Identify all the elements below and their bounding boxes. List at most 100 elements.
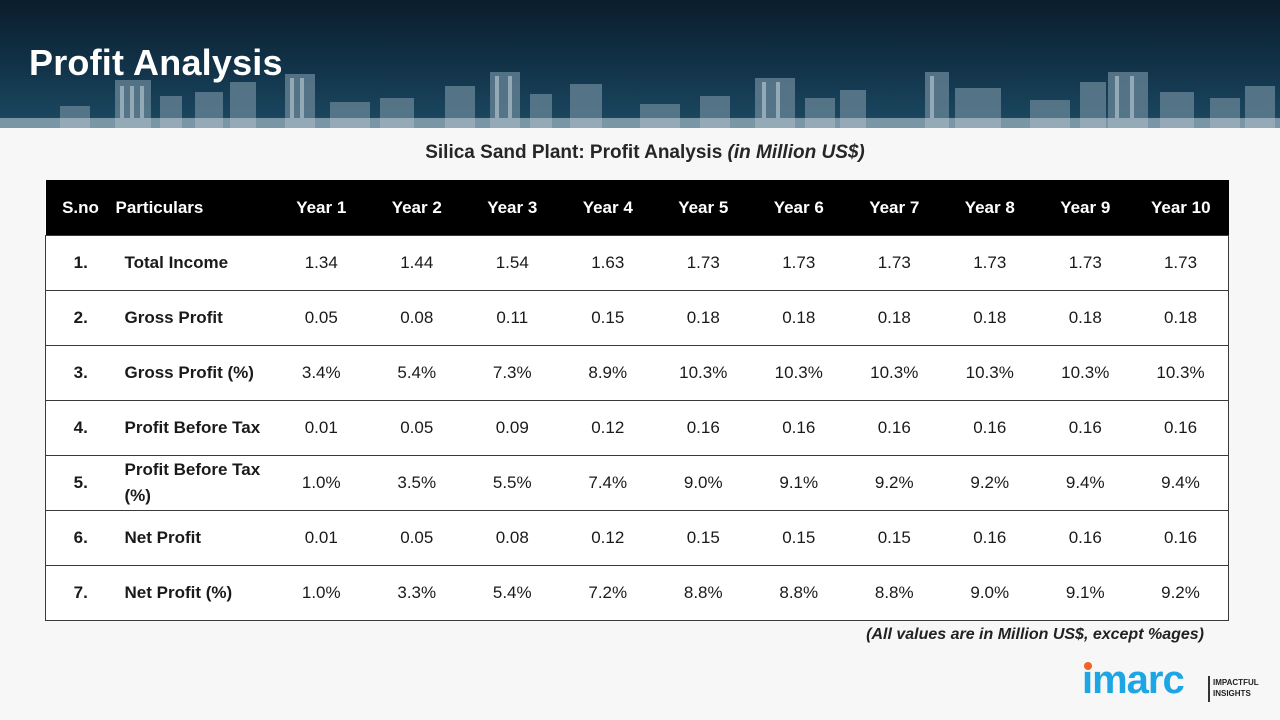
row-particular: Net Profit (%): [115, 565, 274, 621]
year-value-cell: 1.73: [846, 235, 942, 291]
year-value-cell: 7.4%: [560, 455, 656, 511]
year-value-cell: 9.2%: [846, 455, 942, 511]
year-value-cell: 3.3%: [369, 565, 465, 621]
row-number: 2.: [45, 290, 116, 346]
table-title-unit: (in Million US$): [727, 142, 865, 163]
year-value-cell: 0.18: [751, 290, 847, 346]
year-value-cell: 8.8%: [655, 565, 751, 621]
row-number: 5.: [45, 455, 116, 511]
table-row: 4. Profit Before Tax 0.01 0.05 0.09 0.12 0.16 0…: [45, 400, 1229, 456]
year-value-cell: 9.4%: [1133, 455, 1229, 511]
header-banner: Profit Analysis: [0, 0, 1280, 128]
year-value-cell: 1.73: [751, 235, 847, 291]
imarc-logo: imarc IMPACTFUL INSIGHTS: [1082, 658, 1264, 712]
logo-tagline: IMPACTFUL INSIGHTS: [1213, 677, 1273, 699]
logo-wordmark: imarc: [1082, 658, 1185, 702]
year-value-cell: 0.08: [369, 290, 465, 346]
row-number: 6.: [45, 510, 116, 566]
year-value-cell: 10.3%: [1133, 345, 1229, 401]
column-header: S.no: [45, 180, 116, 236]
year-value-cell: 0.18: [942, 290, 1038, 346]
year-value-cell: 10.3%: [846, 345, 942, 401]
year-value-cell: 0.01: [273, 400, 369, 456]
year-value-cell: 0.05: [369, 510, 465, 566]
year-value-cell: 0.08: [464, 510, 560, 566]
year-value-cell: 0.11: [464, 290, 560, 346]
year-value-cell: 0.15: [560, 290, 656, 346]
row-number: 7.: [45, 565, 116, 621]
year-value-cell: 0.16: [942, 510, 1038, 566]
row-particular: Gross Profit (%): [115, 345, 274, 401]
year-value-cell: 0.15: [751, 510, 847, 566]
row-particular: Profit Before Tax: [115, 400, 274, 456]
year-value-cell: 0.16: [1133, 400, 1229, 456]
logo-tagline-line-2: INSIGHTS: [1213, 689, 1251, 698]
year-value-cell: 0.05: [369, 400, 465, 456]
year-value-cell: 9.1%: [1037, 565, 1133, 621]
table-row: 1. Total Income 1.34 1.44 1.54 1.63 1.73 1.73 1.…: [45, 235, 1229, 291]
row-number: 1.: [45, 235, 116, 291]
year-value-cell: 7.2%: [560, 565, 656, 621]
column-header: Year 10: [1133, 180, 1229, 236]
page-title: Profit Analysis: [29, 42, 283, 83]
year-value-cell: 3.4%: [273, 345, 369, 401]
logo-tagline-line-1: IMPACTFUL: [1213, 678, 1259, 687]
year-value-cell: 0.09: [464, 400, 560, 456]
year-value-cell: 10.3%: [942, 345, 1038, 401]
year-value-cell: 1.0%: [273, 455, 369, 511]
year-value-cell: 5.5%: [464, 455, 560, 511]
column-header: Year 5: [655, 180, 751, 236]
year-value-cell: 9.2%: [942, 455, 1038, 511]
row-number: 4.: [45, 400, 116, 456]
column-header: Year 4: [560, 180, 656, 236]
row-particular: Total Income: [115, 235, 274, 291]
table-row: 7. Net Profit (%) 1.0% 3.3% 5.4% 7.2% 8.8% 8.8%…: [45, 565, 1229, 621]
year-value-cell: 0.18: [1133, 290, 1229, 346]
year-value-cell: 1.54: [464, 235, 560, 291]
year-value-cell: 1.44: [369, 235, 465, 291]
year-value-cell: 1.73: [1133, 235, 1229, 291]
year-value-cell: 0.16: [751, 400, 847, 456]
year-value-cell: 0.18: [655, 290, 751, 346]
year-value-cell: 10.3%: [1037, 345, 1133, 401]
column-header: Year 1: [273, 180, 369, 236]
year-value-cell: 0.16: [942, 400, 1038, 456]
city-skyline-image: [0, 72, 1280, 128]
column-header: Year 7: [846, 180, 942, 236]
year-value-cell: 8.8%: [846, 565, 942, 621]
logo-divider: [1208, 676, 1210, 702]
footnote: (All values are in Million US$, except %…: [866, 626, 1204, 643]
column-header: Year 2: [369, 180, 465, 236]
year-value-cell: 0.12: [560, 400, 656, 456]
column-header: Year 9: [1037, 180, 1133, 236]
year-value-cell: 0.01: [273, 510, 369, 566]
year-value-cell: 0.16: [1133, 510, 1229, 566]
year-value-cell: 1.34: [273, 235, 369, 291]
year-value-cell: 9.0%: [655, 455, 751, 511]
year-value-cell: 8.9%: [560, 345, 656, 401]
year-value-cell: 1.73: [942, 235, 1038, 291]
year-value-cell: 10.3%: [655, 345, 751, 401]
table-title: Silica Sand Plant: Profit Analysis (in M…: [0, 142, 1280, 164]
table-row: 6. Net Profit 0.01 0.05 0.08 0.12 0.15 0.15 0.15…: [45, 510, 1229, 566]
table-row: 5. Profit Before Tax (%) 1.0% 3.5% 5.5% 7.4% 9…: [45, 455, 1229, 511]
column-header: Year 8: [942, 180, 1038, 236]
year-value-cell: 9.2%: [1133, 565, 1229, 621]
year-value-cell: 0.15: [655, 510, 751, 566]
column-header: Particulars: [115, 180, 274, 236]
year-value-cell: 0.18: [846, 290, 942, 346]
year-value-cell: 0.15: [846, 510, 942, 566]
year-value-cell: 7.3%: [464, 345, 560, 401]
table-title-main: Silica Sand Plant: Profit Analysis: [425, 142, 728, 163]
row-particular: Gross Profit: [115, 290, 274, 346]
year-value-cell: 0.16: [1037, 510, 1133, 566]
logo-dot-icon: [1084, 662, 1092, 670]
year-value-cell: 3.5%: [369, 455, 465, 511]
year-value-cell: 0.16: [846, 400, 942, 456]
year-value-cell: 8.8%: [751, 565, 847, 621]
year-value-cell: 1.73: [1037, 235, 1133, 291]
row-particular: Net Profit: [115, 510, 274, 566]
year-value-cell: 9.4%: [1037, 455, 1133, 511]
